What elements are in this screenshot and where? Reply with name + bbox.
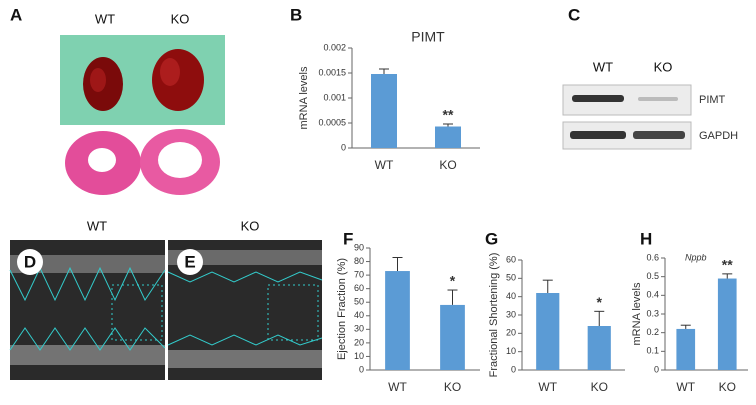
chart-title: PIMT: [411, 29, 445, 45]
trace: [167, 271, 323, 283]
y-tick-label: 0.3: [646, 308, 659, 318]
x-tick-label: WT: [676, 380, 695, 394]
y-tick-label: 0.5: [646, 271, 659, 281]
significance: **: [722, 257, 733, 273]
y-tick-label: 10: [354, 351, 364, 361]
y-tick-label: 0: [341, 142, 346, 152]
y-tick-label: 0.002: [323, 42, 346, 52]
y-tick-label: 0.4: [646, 290, 659, 300]
bar: [676, 328, 696, 370]
y-tick-label: 50: [354, 297, 364, 307]
group-label: KO: [241, 218, 260, 233]
bar: [440, 304, 465, 370]
y-tick-label: 0.6: [646, 252, 659, 262]
label-circle: [17, 249, 43, 275]
y-axis-label: mRNA levels: [631, 282, 643, 345]
panel-label: F: [343, 229, 353, 248]
band: [570, 131, 626, 139]
y-axis-label: Fractional Shortening (%): [488, 253, 500, 378]
y-tick-label: 20: [506, 328, 516, 338]
bar: [587, 326, 611, 370]
echo-wall: [168, 350, 322, 368]
bar: [385, 271, 410, 370]
y-tick-label: 60: [506, 254, 516, 264]
lumen: [88, 148, 116, 172]
highlight: [90, 68, 106, 92]
echo-wall: [10, 345, 165, 365]
echo-wall: [168, 250, 322, 265]
y-tick-label: 0.0015: [318, 67, 346, 77]
lane-label: WT: [593, 59, 613, 74]
y-tick-label: 80: [354, 256, 364, 266]
y-tick-label: 20: [354, 337, 364, 347]
band-label: PIMT: [699, 94, 726, 106]
measurements: [111, 284, 163, 341]
group-label: WT: [87, 218, 107, 233]
x-tick-label: KO: [439, 158, 456, 172]
chart-title: Nppb: [685, 252, 707, 262]
band-label: GAPDH: [699, 130, 738, 142]
y-axis-label: Ejection Fraction (%): [336, 258, 348, 360]
bar: [717, 278, 737, 370]
band: [638, 97, 678, 101]
band: [633, 131, 685, 139]
bar: [536, 293, 560, 370]
group-label: KO: [171, 11, 190, 26]
x-tick-label: WT: [388, 380, 407, 394]
y-tick-label: 0: [359, 364, 364, 374]
x-tick-label: WT: [538, 380, 557, 394]
panel-label: A: [10, 5, 22, 24]
highlight: [160, 58, 180, 86]
y-axis-label: mRNA levels: [298, 66, 310, 129]
significance: *: [597, 294, 603, 310]
y-tick-label: 90: [354, 242, 364, 252]
x-tick-label: KO: [719, 380, 736, 394]
y-tick-label: 50: [506, 273, 516, 283]
significance: **: [443, 107, 454, 123]
y-tick-label: 0.0005: [318, 117, 346, 127]
y-tick-label: 0.001: [323, 92, 346, 102]
y-tick-label: 60: [354, 283, 364, 293]
y-tick-label: 0.1: [646, 346, 659, 356]
significance: *: [450, 273, 456, 289]
panel-label: D: [24, 252, 36, 271]
y-tick-label: 40: [506, 291, 516, 301]
y-tick-label: 40: [354, 310, 364, 320]
y-tick-label: 70: [354, 269, 364, 279]
trace: [9, 327, 166, 351]
band: [572, 95, 624, 102]
panel-label: H: [640, 229, 652, 248]
y-tick-label: 0.2: [646, 327, 659, 337]
y-tick-label: 30: [354, 324, 364, 334]
panel-label: B: [290, 5, 302, 24]
x-tick-label: KO: [444, 380, 461, 394]
y-tick-label: 0: [511, 364, 516, 374]
y-tick-label: 0: [654, 364, 659, 374]
panel-label: G: [485, 229, 498, 248]
echo-wall: [10, 255, 165, 273]
trace: [9, 266, 166, 302]
y-tick-label: 10: [506, 346, 516, 356]
panel-label: C: [568, 5, 580, 24]
y-tick-label: 30: [506, 309, 516, 319]
lumen: [158, 142, 202, 178]
label-circle: [177, 249, 203, 275]
x-tick-label: KO: [591, 380, 608, 394]
bar: [371, 74, 397, 148]
lane-label: KO: [654, 59, 673, 74]
bar: [435, 126, 461, 148]
measurements: [267, 284, 319, 341]
group-label: WT: [95, 11, 115, 26]
panel-label: E: [184, 252, 195, 271]
trace: [167, 334, 323, 346]
x-tick-label: WT: [375, 158, 394, 172]
